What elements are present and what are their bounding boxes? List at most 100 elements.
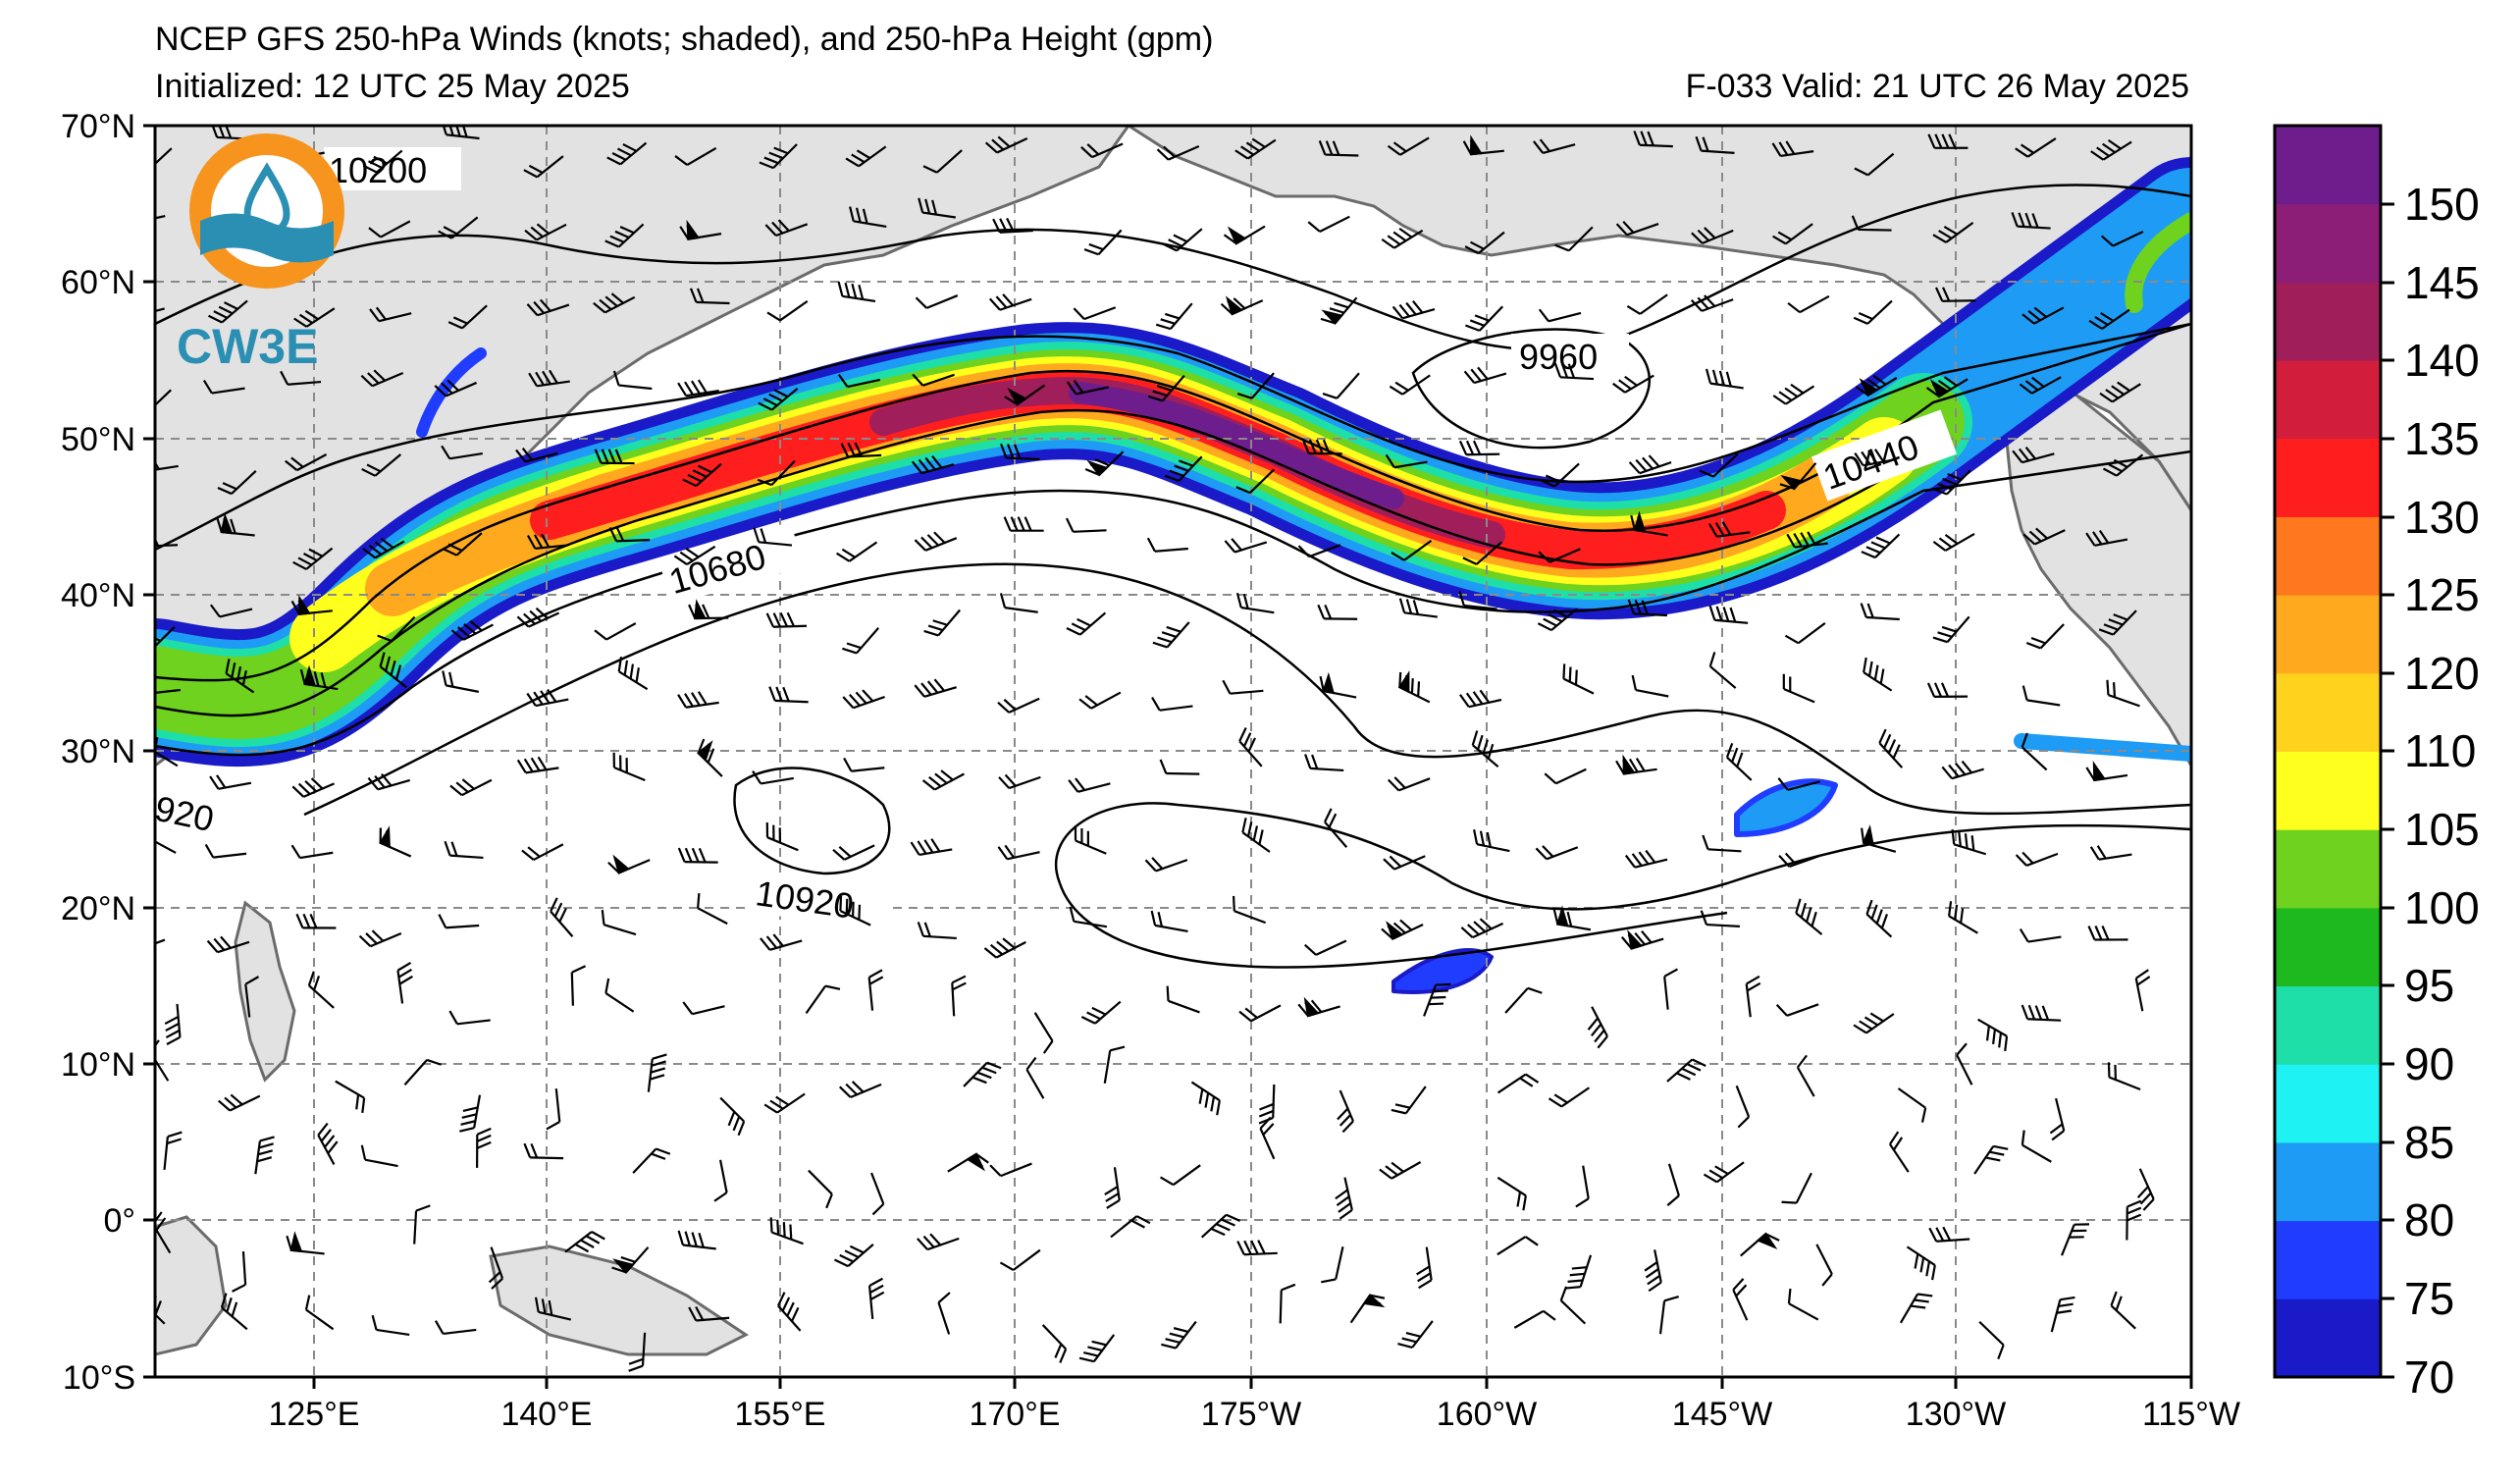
cb-label-140: 140 (2404, 335, 2480, 386)
wind-barb (441, 445, 483, 460)
map-area: 10200 9960 10440 10680 920 10920 (155, 126, 2191, 1377)
wind-barb (1663, 968, 1679, 1010)
isotach-150 (1069, 382, 1404, 509)
wind-barb (550, 897, 574, 937)
wind-barb (521, 843, 564, 862)
wind-barb (688, 1305, 730, 1322)
wind-barb (1301, 439, 1342, 455)
wind-barb (202, 380, 245, 395)
colorbar-swatch (2275, 438, 2381, 517)
cb-label-90: 90 (2404, 1038, 2454, 1089)
cb-label-105: 105 (2404, 804, 2480, 855)
land-masses (155, 126, 2191, 1356)
wind-barb (832, 844, 875, 861)
wind-barb (209, 604, 253, 618)
wind-barb (1978, 1320, 2005, 1360)
longitude-labels: 125°E 140°E 155°E 170°E 175°W 160°W 145°… (268, 1396, 2239, 1433)
wind-barb (209, 774, 252, 790)
wind-barb (1279, 1283, 1296, 1324)
wind-barb (216, 512, 255, 537)
cb-label-135: 135 (2404, 413, 2480, 464)
wind-barb (1513, 1309, 1556, 1329)
wind-barb (1615, 754, 1657, 775)
wind-barb (1628, 454, 1672, 475)
wind-barb (1337, 1089, 1354, 1134)
wind-barb (845, 145, 887, 168)
wind-barb (677, 379, 719, 397)
wind-barb (317, 1122, 339, 1165)
wind-barb (1777, 777, 1820, 791)
wind-barb (1146, 537, 1188, 553)
wind-barb (570, 965, 587, 1006)
wind-barb (843, 757, 885, 772)
wind-barb (921, 769, 965, 791)
wind-barb (2012, 446, 2055, 464)
wind-barb (1548, 1086, 1591, 1108)
wind-barb (674, 146, 717, 166)
cb-label-100: 100 (2404, 882, 2480, 933)
wind-barb (1387, 136, 1430, 156)
contour-north-1 (155, 184, 2191, 351)
wind-barb (1462, 134, 1504, 156)
wind-barb (1787, 1288, 1819, 1321)
wind-barb (612, 370, 653, 391)
wind-barb (1162, 228, 1203, 252)
wind-barb (1925, 376, 1969, 398)
wind-barb (1083, 229, 1123, 256)
wind-barb (2025, 623, 2065, 650)
wind-barb (304, 1295, 335, 1331)
wind-barb (1317, 604, 1358, 620)
wind-barb (1562, 663, 1595, 695)
wind-barb (368, 220, 411, 238)
isotach-streak-ne-core (2125, 212, 2191, 313)
wind-barb (2050, 1296, 2075, 1333)
wind-barb (752, 770, 794, 785)
wind-barb (777, 1292, 802, 1332)
colorbar-swatch (2275, 516, 2381, 596)
wind-barb (1259, 1116, 1276, 1160)
logo-text: CW3E (177, 319, 318, 374)
wind-barb (2085, 761, 2128, 782)
isotach-streak-north (416, 347, 487, 438)
wind-barb (1795, 898, 1823, 935)
wind-barb (2021, 306, 2065, 325)
wind-barb (677, 691, 719, 709)
wind-barb (1544, 768, 1587, 785)
north-america-landmass (2000, 350, 2191, 769)
colorbar-swatch (2275, 1220, 2381, 1299)
wind-barb (526, 298, 570, 317)
wind-barb (679, 219, 722, 240)
wind-barb (1397, 670, 1431, 704)
wind-barb (1066, 611, 1107, 636)
wind-barb (947, 1152, 989, 1173)
wind-barb (163, 1131, 183, 1171)
wind-barb (515, 448, 558, 463)
wind-barb (1322, 372, 1360, 399)
wind-barb (444, 840, 484, 860)
wind-barb (1033, 1012, 1054, 1054)
wind-barb (1779, 462, 1817, 491)
wind-barb (922, 149, 963, 174)
wind-barb (997, 697, 1040, 714)
colorbar-swatch (2275, 829, 2381, 909)
colorbar-swatch (2275, 595, 2381, 674)
cb-label-145: 145 (2404, 257, 2480, 308)
wind-barb (1066, 379, 1110, 396)
wind-barb (443, 532, 483, 556)
wind-barb (836, 541, 878, 562)
wind-barb (992, 217, 1033, 234)
wind-barb (1473, 829, 1510, 853)
wind-barb (2102, 453, 2144, 477)
wind-barb (688, 599, 729, 620)
wind-barb (526, 688, 569, 708)
wind-barb (155, 835, 177, 854)
wind-barb (516, 756, 559, 774)
wind-barb (546, 1088, 561, 1131)
wind-barb (914, 531, 958, 552)
wind-barb (1565, 1254, 1593, 1290)
wind-barb (839, 895, 871, 927)
wind-barb (593, 292, 636, 314)
lon-label-145w: 145°W (1672, 1396, 1772, 1433)
wind-barb (292, 547, 334, 570)
